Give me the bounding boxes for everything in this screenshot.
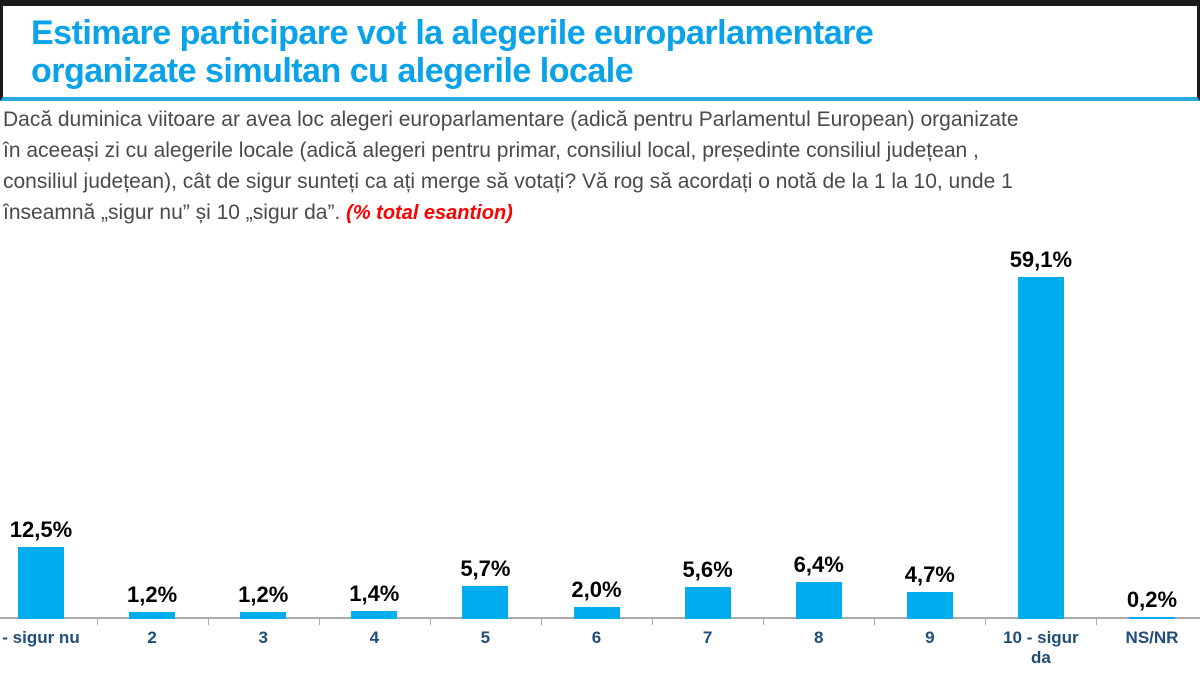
category-label: 4	[369, 628, 380, 647]
category-label: 8	[813, 628, 824, 647]
bar	[795, 582, 842, 619]
category-label: 6	[591, 628, 602, 647]
bar-value-label: 1,2%	[127, 582, 178, 607]
axis-tick	[430, 619, 431, 625]
category-label: NS/NR	[1125, 628, 1179, 647]
category-label: 2	[147, 628, 157, 647]
bar	[18, 547, 64, 619]
axis-tick	[763, 619, 764, 625]
category-label: 3	[258, 628, 268, 647]
question-line-text: înseamnă „sigur nu” și 10 „sigur da”.	[3, 201, 341, 224]
bar	[1129, 617, 1175, 619]
title-block: Estimare participare vot la alegerile eu…	[0, 0, 1200, 101]
category-label: 7	[702, 628, 713, 647]
axis-tick	[874, 619, 875, 625]
page-title-line1: Estimare participare vot la alegerile eu…	[31, 14, 874, 52]
question-line: în aceeași zi cu alegerile locale (adică…	[3, 139, 979, 162]
bar	[462, 586, 509, 619]
axis-tick	[985, 619, 986, 625]
bar	[351, 611, 398, 619]
bar-value-label: 5,7%	[460, 556, 511, 581]
bar-value-label: 0,2%	[1126, 587, 1178, 612]
axis-tick	[541, 619, 542, 625]
bar	[573, 607, 620, 619]
category-label: 9	[925, 628, 935, 647]
axis-tick	[319, 619, 320, 625]
sample-note: (% total esantion)	[346, 202, 513, 224]
category-label: 10 - sigur da	[1003, 628, 1079, 667]
bar-value-label: 1,4%	[349, 581, 400, 606]
category-label: - sigur nu	[2, 628, 80, 647]
bar-value-label: 12,5%	[9, 517, 73, 542]
bar-value-label: 2,0%	[571, 577, 622, 602]
bar-value-label: 5,6%	[682, 557, 733, 582]
question-line: înseamnă „sigur nu” și 10 „sigur da”. (%…	[3, 197, 1197, 229]
page-title-line2: organizate simultan cu alegerile locale	[31, 52, 634, 90]
bar-value-label: 59,1%	[1009, 247, 1073, 272]
axis-tick	[1096, 619, 1097, 625]
bar-value-label: 1,2%	[238, 582, 289, 607]
question-line: consiliul județean), cât de sigur sunteț…	[3, 170, 1013, 193]
bar	[1017, 277, 1064, 619]
axis-tick	[208, 619, 209, 625]
bar	[906, 592, 953, 619]
bar	[240, 612, 287, 619]
axis-tick	[652, 619, 653, 625]
bar	[129, 612, 176, 619]
bar-value-label: 4,7%	[904, 562, 955, 587]
question-line: Dacă duminica viitoare ar avea loc alege…	[3, 108, 1019, 131]
question-text: Dacă duminica viitoare ar avea loc alege…	[3, 104, 1197, 229]
bar	[684, 587, 731, 619]
category-label: 5	[480, 628, 491, 647]
axis-tick	[97, 619, 98, 625]
bar-value-label: 6,4%	[793, 552, 844, 577]
page-title: Estimare participare vot la alegerile eu…	[3, 6, 1197, 90]
